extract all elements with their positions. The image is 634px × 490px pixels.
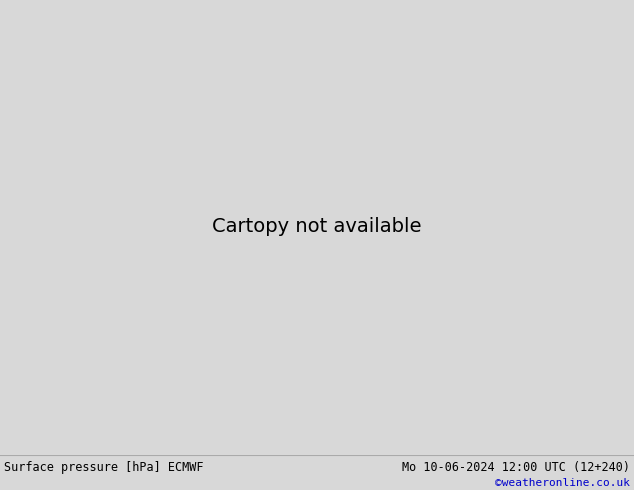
Text: Cartopy not available: Cartopy not available	[212, 218, 422, 236]
Text: Surface pressure [hPa] ECMWF: Surface pressure [hPa] ECMWF	[4, 461, 204, 474]
Text: Mo 10-06-2024 12:00 UTC (12+240): Mo 10-06-2024 12:00 UTC (12+240)	[402, 461, 630, 474]
Text: ©weatheronline.co.uk: ©weatheronline.co.uk	[495, 478, 630, 488]
